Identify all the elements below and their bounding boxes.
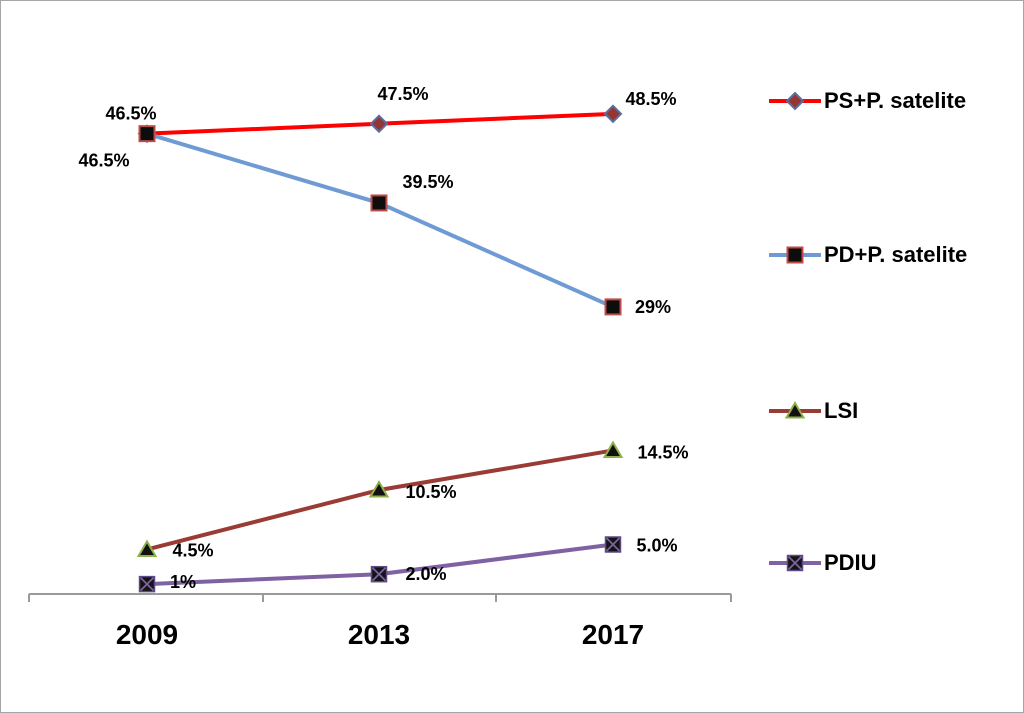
data-point-label: 29% bbox=[635, 297, 671, 317]
square-marker-icon bbox=[786, 246, 804, 264]
data-point-label: 46.5% bbox=[78, 151, 129, 171]
data-point-label: 39.5% bbox=[402, 172, 453, 192]
legend-label: PD+P. satelite bbox=[824, 242, 968, 267]
boxed-x-stroke bbox=[787, 555, 803, 571]
triangle-marker-icon bbox=[136, 539, 158, 557]
series-line bbox=[145, 131, 615, 309]
square-marker-icon bbox=[604, 298, 622, 316]
data-point-label: 1% bbox=[170, 572, 196, 592]
data-point-label: 47.5% bbox=[377, 84, 428, 104]
series-line bbox=[145, 448, 615, 552]
boxed-x-stroke bbox=[605, 537, 621, 552]
diamond-marker-icon bbox=[369, 114, 389, 134]
data-point-label: 2.0% bbox=[405, 564, 446, 584]
legend-item-lsi: LSI bbox=[769, 399, 858, 423]
square-marker-icon bbox=[370, 194, 388, 212]
data-point-label: 4.5% bbox=[172, 540, 213, 560]
legend-label: PS+P. satelite bbox=[824, 88, 967, 113]
diamond-marker-icon bbox=[603, 104, 623, 124]
x-tick-label: 2013 bbox=[348, 619, 410, 650]
data-point-label: 5.0% bbox=[636, 536, 677, 556]
boxed-x-stroke bbox=[139, 576, 155, 592]
diamond-marker-icon bbox=[785, 91, 805, 111]
legend-item-ps-p-satelite: PS+P. satelite bbox=[769, 89, 966, 113]
legend-item-pdiu: PDIU bbox=[769, 551, 877, 575]
legend-item-pd-p-satelite: PD+P. satelite bbox=[769, 243, 967, 267]
legend-label: PDIU bbox=[824, 550, 877, 575]
triangle-marker-icon bbox=[784, 401, 806, 419]
data-point-label: 46.5% bbox=[105, 104, 156, 124]
x-tick-label: 2017 bbox=[582, 619, 644, 650]
legend-label: LSI bbox=[824, 398, 859, 423]
triangle-marker-icon bbox=[368, 480, 390, 498]
legend-line-marker-icon bbox=[769, 553, 821, 573]
square-marker-icon bbox=[138, 125, 156, 143]
legend-line-marker-icon bbox=[769, 91, 821, 111]
legend-line-marker-icon bbox=[769, 245, 821, 265]
legend-line-marker-icon bbox=[769, 401, 821, 421]
boxed-x-stroke bbox=[371, 567, 387, 582]
triangle-marker-icon bbox=[602, 440, 624, 458]
data-point-label: 48.5% bbox=[625, 89, 676, 109]
data-point-label: 10.5% bbox=[405, 482, 456, 502]
data-point-label: 14.5% bbox=[637, 442, 688, 462]
x-tick-label: 2009 bbox=[116, 619, 178, 650]
